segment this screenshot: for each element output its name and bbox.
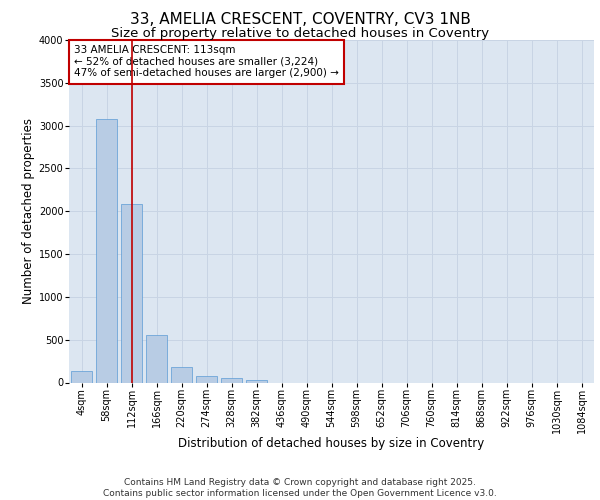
Bar <box>121 204 142 382</box>
Bar <box>221 378 242 382</box>
Y-axis label: Number of detached properties: Number of detached properties <box>22 118 35 304</box>
Text: 33 AMELIA CRESCENT: 113sqm
← 52% of detached houses are smaller (3,224)
47% of s: 33 AMELIA CRESCENT: 113sqm ← 52% of deta… <box>74 45 339 78</box>
Bar <box>246 380 267 382</box>
Bar <box>171 366 192 382</box>
Bar <box>146 334 167 382</box>
Bar <box>71 370 92 382</box>
Text: Contains HM Land Registry data © Crown copyright and database right 2025.
Contai: Contains HM Land Registry data © Crown c… <box>103 478 497 498</box>
Text: 33, AMELIA CRESCENT, COVENTRY, CV3 1NB: 33, AMELIA CRESCENT, COVENTRY, CV3 1NB <box>130 12 470 28</box>
Text: Size of property relative to detached houses in Coventry: Size of property relative to detached ho… <box>111 28 489 40</box>
Bar <box>96 119 117 382</box>
Bar <box>196 376 217 382</box>
X-axis label: Distribution of detached houses by size in Coventry: Distribution of detached houses by size … <box>178 438 485 450</box>
